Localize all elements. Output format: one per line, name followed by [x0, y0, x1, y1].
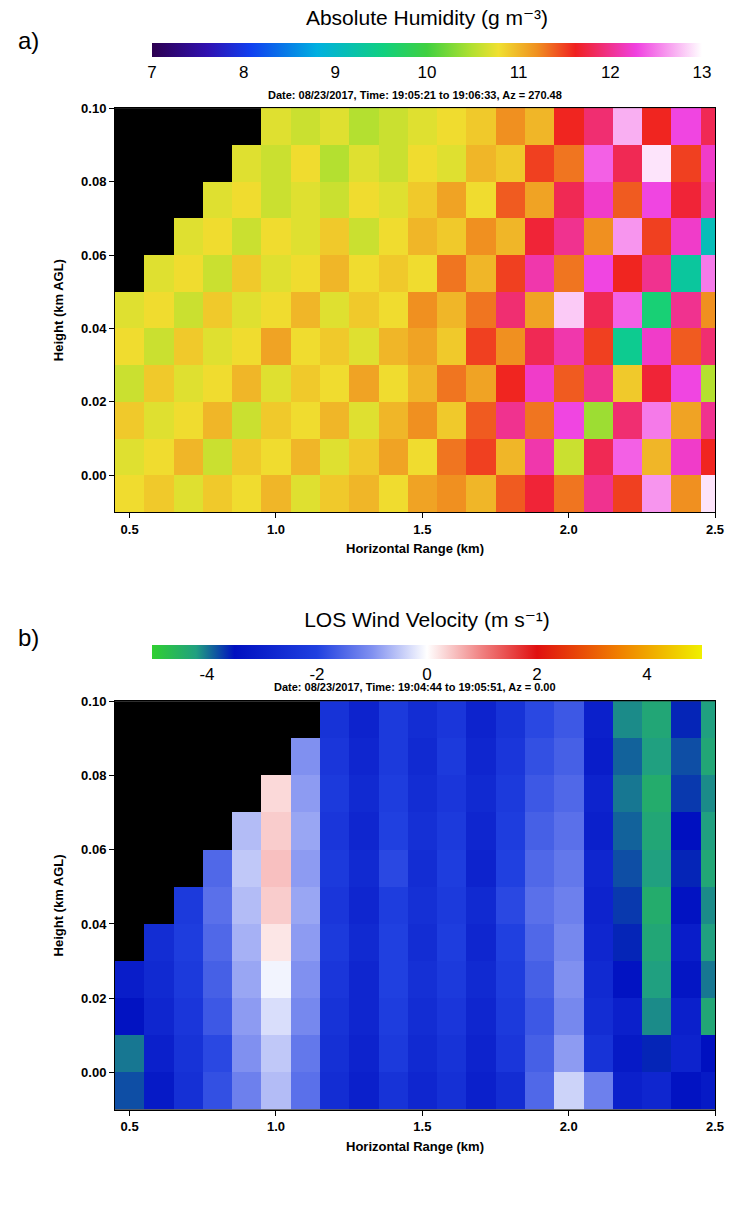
- svg-text:1.5: 1.5: [413, 1119, 431, 1134]
- svg-text:13: 13: [693, 63, 712, 82]
- svg-text:0.00: 0.00: [81, 1065, 106, 1080]
- svg-text:0.00: 0.00: [81, 468, 106, 483]
- svg-text:2.0: 2.0: [560, 522, 578, 537]
- svg-text:-2: -2: [309, 665, 324, 684]
- svg-text:7: 7: [147, 63, 156, 82]
- svg-text:-4: -4: [199, 665, 214, 684]
- svg-text:2: 2: [532, 665, 541, 684]
- svg-text:2.5: 2.5: [706, 1119, 724, 1134]
- svg-text:Horizontal Range (km): Horizontal Range (km): [346, 541, 484, 556]
- svg-text:1.5: 1.5: [413, 522, 431, 537]
- svg-text:0.06: 0.06: [81, 842, 106, 857]
- svg-text:a): a): [18, 27, 39, 54]
- svg-text:0.02: 0.02: [81, 394, 106, 409]
- svg-text:Height (km AGL): Height (km AGL): [51, 854, 66, 956]
- svg-text:12: 12: [601, 63, 620, 82]
- svg-text:0.02: 0.02: [81, 991, 106, 1006]
- svg-text:b): b): [18, 624, 39, 651]
- svg-text:2.5: 2.5: [706, 522, 724, 537]
- svg-text:LOS Wind Velocity (m s⁻¹): LOS Wind Velocity (m s⁻¹): [304, 608, 550, 631]
- svg-text:Horizontal Range (km): Horizontal Range (km): [346, 1139, 484, 1154]
- svg-text:0.5: 0.5: [121, 1119, 139, 1134]
- svg-text:0: 0: [422, 665, 431, 684]
- svg-text:0.06: 0.06: [81, 248, 106, 263]
- svg-text:0.5: 0.5: [121, 522, 139, 537]
- svg-text:0.04: 0.04: [81, 917, 107, 932]
- svg-text:2.0: 2.0: [560, 1119, 578, 1134]
- svg-text:Date: 08/23/2017, Time: 19:04:: Date: 08/23/2017, Time: 19:04:44 to 19:0…: [274, 681, 556, 693]
- svg-text:1.0: 1.0: [267, 522, 285, 537]
- svg-text:10: 10: [418, 63, 437, 82]
- svg-text:0.08: 0.08: [81, 174, 106, 189]
- svg-text:1.0: 1.0: [267, 1119, 285, 1134]
- svg-text:11: 11: [510, 63, 528, 82]
- svg-text:Date: 08/23/2017, Time: 19:05:: Date: 08/23/2017, Time: 19:05:21 to 19:0…: [268, 89, 562, 101]
- svg-text:0.10: 0.10: [81, 694, 106, 709]
- svg-text:9: 9: [331, 63, 340, 82]
- svg-text:Height (km AGL): Height (km AGL): [51, 259, 66, 361]
- svg-text:4: 4: [642, 665, 651, 684]
- svg-text:Absolute Humidity (g m⁻³): Absolute Humidity (g m⁻³): [306, 6, 548, 29]
- svg-text:8: 8: [239, 63, 248, 82]
- svg-text:0.10: 0.10: [81, 101, 106, 116]
- svg-text:0.04: 0.04: [81, 321, 107, 336]
- svg-text:0.08: 0.08: [81, 768, 106, 783]
